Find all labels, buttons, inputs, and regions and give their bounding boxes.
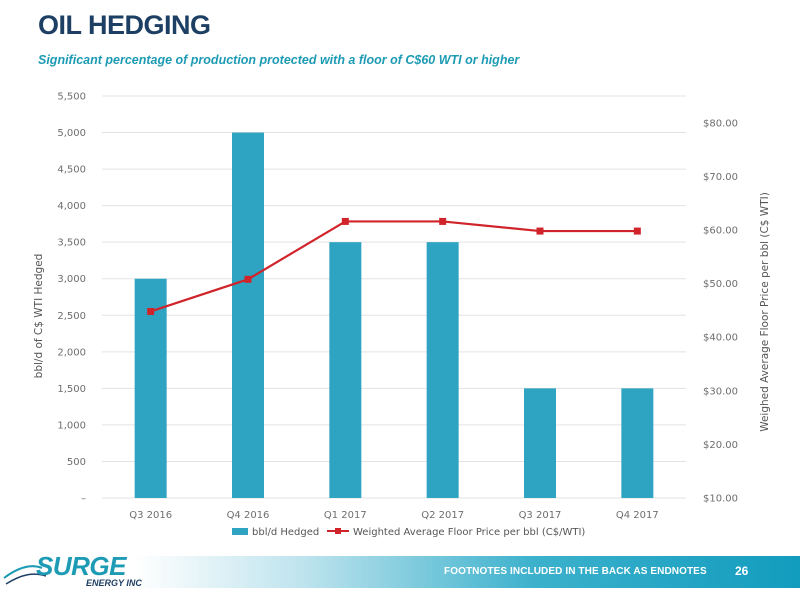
x-tick-label: Q4 2016 [227, 510, 270, 521]
line-path [150, 220, 638, 313]
grid-lines [102, 95, 686, 499]
bar [232, 132, 264, 498]
right-axis-ticks: $10.00 $20.00 $30.00 $40.00 $50.00 $60.00 $70.… [703, 118, 738, 504]
y2-tick-label: $60.00 [703, 226, 738, 237]
legend-line-marker [335, 528, 341, 534]
line-point [341, 217, 349, 225]
left-axis-ticks: – 500 1,000 1,500 2,000 2,500 3,000 3,500 4,000 4… [57, 92, 86, 505]
line-point [244, 275, 252, 283]
y-tick-label: 3,000 [57, 274, 86, 285]
bar [134, 278, 167, 498]
hedging-chart: – 500 1,000 1,500 2,000 2,500 3,000 3,500 4,000 4… [33, 92, 771, 539]
line-point [439, 217, 447, 225]
y-tick-label: 1,500 [57, 384, 86, 395]
y-tick-label: 4,000 [57, 201, 86, 212]
bar-series [134, 132, 654, 498]
y-tick-label: 1,000 [57, 420, 86, 431]
legend: bbl/d Hedged Weighted Average Floor Pric… [232, 527, 585, 538]
logo-swoosh-icon [3, 565, 43, 579]
x-tick-label: Q1 2017 [324, 510, 367, 521]
x-axis-ticks: Q3 2016 Q4 2016 Q1 2017 Q2 2017 Q3 2017 Q4 20… [129, 510, 659, 521]
y2-tick-label: $70.00 [703, 172, 738, 183]
line-series [147, 217, 641, 315]
y-tick-label: 2,000 [57, 347, 86, 358]
y-tick-label: 4,500 [57, 165, 86, 176]
x-tick-label: Q4 2017 [616, 510, 659, 521]
logo-subtitle: ENERGY INC [86, 578, 142, 588]
y-tick-label: 5,500 [57, 92, 86, 103]
right-axis-title: Weighed Average Floor Price per bbl (C$ … [759, 192, 771, 432]
line-point [147, 307, 155, 315]
left-axis-title: bbl/d of C$ WTI Hedged [33, 254, 45, 379]
y2-tick-label: $20.00 [703, 440, 738, 451]
y-tick-label: 3,500 [57, 238, 86, 249]
y-tick-label: 2,500 [57, 311, 86, 322]
line-point [536, 227, 544, 235]
page-subtitle: Significant percentage of production pro… [38, 53, 520, 67]
legend-line-label: Weighted Average Floor Price per bbl (C$… [353, 527, 585, 538]
y2-tick-label: $50.00 [703, 279, 738, 290]
bar [329, 242, 362, 498]
logo-wordmark: SURGE [36, 551, 126, 581]
line-point [633, 227, 641, 235]
y2-tick-label: $10.00 [703, 494, 738, 505]
legend-bar-swatch [232, 528, 248, 535]
y2-tick-label: $80.00 [703, 118, 738, 129]
page-title: OIL HEDGING [38, 10, 211, 40]
page-number: 26 [735, 564, 749, 578]
x-tick-label: Q2 2017 [421, 510, 464, 521]
x-tick-label: Q3 2016 [129, 510, 172, 521]
logo-swoosh2-icon [5, 573, 47, 585]
bar [621, 388, 654, 498]
y-tick-label: – [81, 494, 86, 505]
surge-logo [3, 565, 47, 585]
bar [426, 242, 459, 498]
y2-tick-label: $30.00 [703, 386, 738, 397]
footer-note: FOOTNOTES INCLUDED IN THE BACK AS ENDNOT… [444, 566, 707, 577]
y-tick-label: 5,000 [57, 128, 86, 139]
legend-bar-label: bbl/d Hedged [252, 527, 319, 538]
x-tick-label: Q3 2017 [519, 510, 562, 521]
y-tick-label: 500 [67, 457, 86, 468]
footer-bar [135, 556, 800, 588]
bar [524, 388, 556, 498]
y2-tick-label: $40.00 [703, 333, 738, 344]
